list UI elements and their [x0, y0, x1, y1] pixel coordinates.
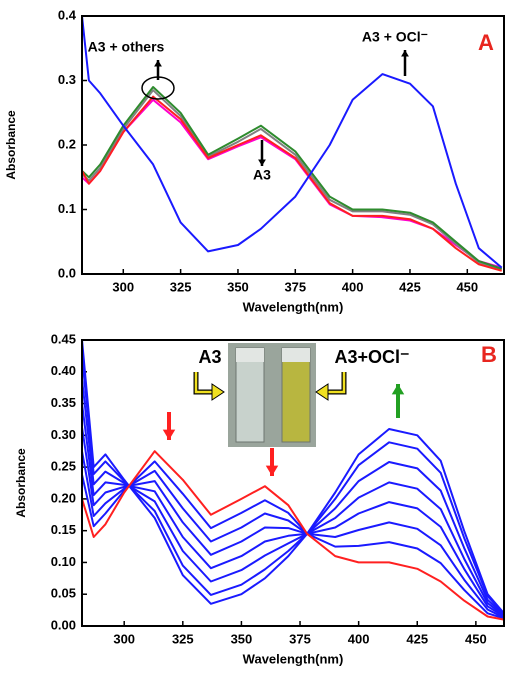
bent-arrow-right-in [326, 372, 346, 394]
x-tick-label: 450 [456, 279, 478, 294]
annotation: A3 + others [88, 39, 165, 55]
x-tick-label: 375 [284, 279, 306, 294]
x-tick-label: 400 [342, 279, 364, 294]
y-tick-label: 0.30 [51, 427, 76, 442]
y-tick-label: 0.35 [51, 395, 76, 410]
annotation: A3 [198, 347, 221, 367]
x-axis-label: Wavelength(nm) [243, 299, 344, 314]
series-line [82, 16, 503, 269]
series-line [82, 379, 504, 616]
cap-left [236, 348, 264, 362]
bent-arrow-left-head [211, 383, 225, 401]
bent-arrow-right-head [315, 383, 329, 401]
vial-right [281, 347, 311, 443]
x-tick-label: 325 [170, 279, 192, 294]
y-tick-label: 0.05 [51, 586, 76, 601]
annotation: B [481, 342, 497, 367]
x-tick-label: 400 [348, 631, 370, 646]
y-tick-label: 0.3 [58, 72, 76, 87]
x-tick-label: 300 [112, 279, 134, 294]
bent-arrow-left [193, 372, 214, 395]
y-tick-label: 0.25 [51, 459, 76, 474]
annotation: A [478, 30, 494, 55]
y-axis-label: Absorbance [14, 448, 28, 518]
series-line [82, 95, 502, 272]
arrow-head [258, 159, 266, 166]
annotation: A3 + OCl⁻ [362, 29, 428, 45]
plot-frame [81, 339, 505, 627]
arrow-head [162, 429, 176, 440]
annotation: A3+OCl⁻ [334, 347, 409, 367]
x-tick-label: 350 [231, 631, 253, 646]
annotation: A3 [253, 167, 271, 183]
x-tick-label: 325 [172, 631, 194, 646]
series-line [82, 450, 504, 621]
inset-photo [228, 343, 316, 447]
y-tick-label: 0.45 [51, 331, 76, 346]
y-tick-label: 0.2 [58, 136, 76, 151]
cap-right [282, 348, 310, 362]
y-tick-label: 0.40 [51, 363, 76, 378]
x-tick-label: 300 [113, 631, 135, 646]
y-axis-label: Absorbance [4, 110, 18, 180]
y-tick-label: 0.10 [51, 554, 76, 569]
series-line [82, 89, 502, 271]
arrow-head [154, 60, 162, 67]
series-line [82, 340, 504, 614]
x-tick-label: 425 [406, 631, 428, 646]
plot-frame [81, 15, 505, 275]
y-tick-label: 0.00 [51, 617, 76, 632]
arrow-head [401, 50, 409, 57]
y-tick-label: 0.4 [58, 7, 77, 22]
x-tick-label: 350 [227, 279, 249, 294]
y-tick-label: 0.15 [51, 522, 76, 537]
arrow-head [265, 465, 279, 476]
x-axis-label: Wavelength(nm) [243, 651, 344, 666]
series-line [82, 426, 504, 618]
series-line [82, 86, 503, 270]
bent-arrow-right [326, 372, 347, 395]
y-tick-label: 0.1 [58, 201, 76, 216]
x-tick-label: 425 [399, 279, 421, 294]
y-tick-label: 0.0 [58, 265, 76, 280]
bent-arrow-left-in [194, 372, 214, 394]
arrow-head [391, 384, 405, 395]
series-line [82, 460, 504, 620]
series-line [82, 403, 504, 617]
vial-left [235, 347, 265, 443]
y-tick-label: 0.20 [51, 490, 76, 505]
x-tick-label: 450 [465, 631, 487, 646]
series-line [82, 451, 504, 619]
x-tick-label: 375 [289, 631, 311, 646]
